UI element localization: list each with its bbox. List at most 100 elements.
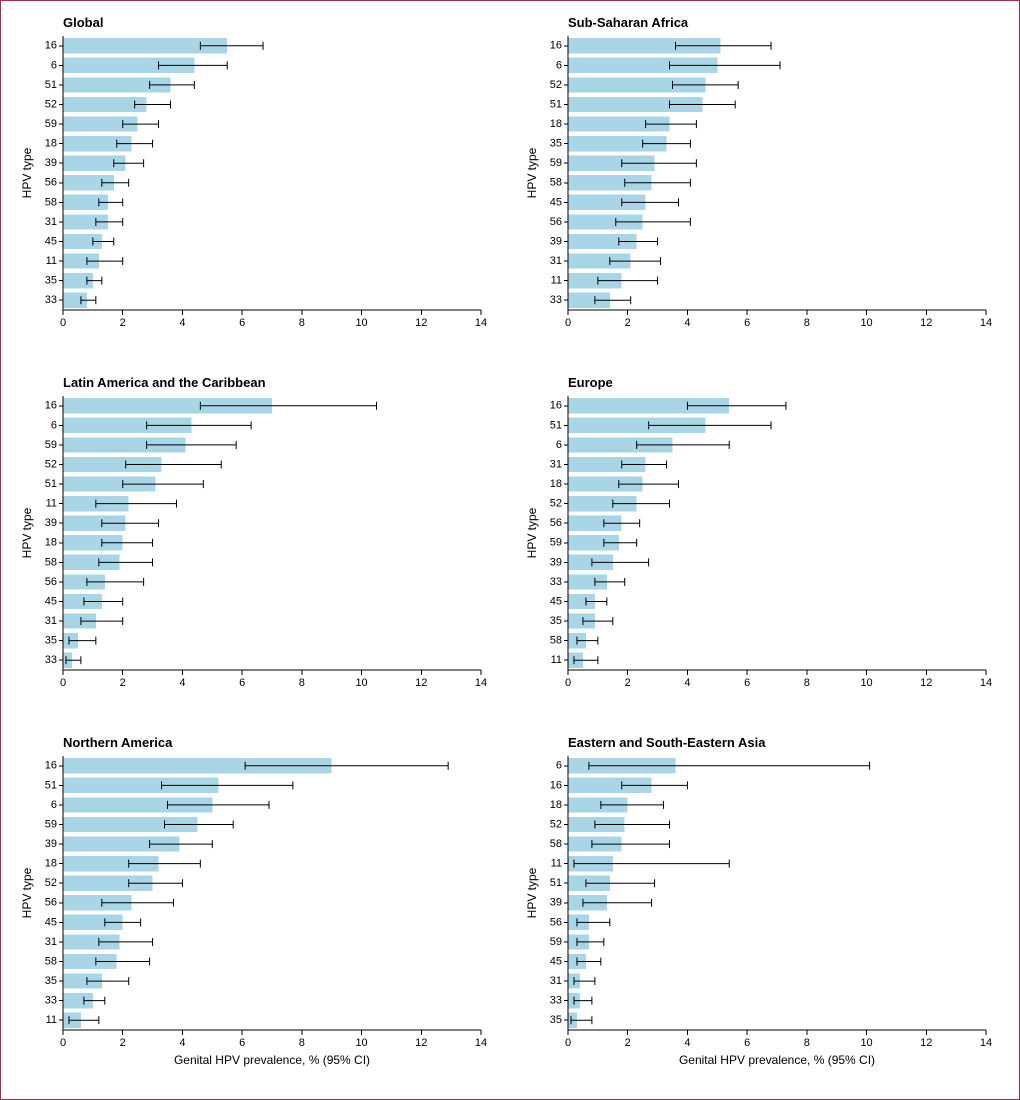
- ytick-label: 35: [45, 275, 57, 287]
- ytick-label: 51: [45, 779, 57, 791]
- xtick-label: 2: [120, 677, 126, 689]
- ytick-label: 51: [45, 478, 57, 490]
- xtick-label: 0: [60, 677, 66, 689]
- ytick-label: 39: [45, 517, 57, 529]
- xtick-label: 4: [684, 677, 690, 689]
- xtick-label: 2: [625, 677, 631, 689]
- xtick-label: 6: [239, 317, 245, 329]
- ytick-label: 31: [550, 975, 562, 987]
- ytick-label: 33: [45, 654, 57, 666]
- panel-svg: 16652511835595845563931113302468101214HP…: [524, 34, 994, 334]
- xtick-label: 10: [860, 677, 872, 689]
- ytick-label: 59: [550, 936, 562, 948]
- ytick-label: 59: [550, 537, 562, 549]
- ytick-label: 31: [45, 615, 57, 627]
- xtick-label: 14: [475, 317, 487, 329]
- xtick-label: 0: [60, 1037, 66, 1049]
- xtick-label: 4: [179, 677, 185, 689]
- xtick-label: 14: [980, 677, 992, 689]
- ytick-label: 56: [45, 897, 57, 909]
- ytick-label: 6: [556, 59, 562, 71]
- panel-global: Global1665152591839565831451135330246810…: [19, 15, 496, 369]
- plot-area: 61618525811513956594531333502468101214HP…: [524, 754, 1001, 1089]
- ytick-label: 56: [550, 216, 562, 228]
- ytick-label: 56: [45, 177, 57, 189]
- ytick-label: 35: [550, 138, 562, 150]
- xtick-label: 8: [299, 1037, 305, 1049]
- xtick-label: 12: [920, 677, 932, 689]
- xtick-label: 6: [744, 317, 750, 329]
- xtick-label: 10: [355, 677, 367, 689]
- ytick-label: 6: [556, 439, 562, 451]
- ylabel: HPV type: [525, 867, 539, 918]
- xtick-label: 14: [475, 1037, 487, 1049]
- xtick-label: 12: [415, 677, 427, 689]
- ytick-label: 39: [550, 897, 562, 909]
- ylabel: HPV type: [525, 507, 539, 558]
- ytick-label: 18: [45, 537, 57, 549]
- ytick-label: 18: [550, 799, 562, 811]
- panel-svg: 16516311852565939334535581102468101214HP…: [524, 394, 994, 694]
- panel-title: Global: [63, 15, 496, 30]
- ytick-label: 45: [45, 235, 57, 247]
- ytick-label: 16: [45, 40, 57, 52]
- xlabel: Genital HPV prevalence, % (95% CI): [679, 1053, 875, 1067]
- ytick-label: 6: [51, 419, 57, 431]
- xtick-label: 10: [355, 1037, 367, 1049]
- panel-ssa: Sub-Saharan Africa1665251183559584556393…: [524, 15, 1001, 369]
- panel-asia: Eastern and South-Eastern Asia6161852581…: [524, 735, 1001, 1089]
- bar: [63, 97, 147, 112]
- ytick-label: 58: [550, 635, 562, 647]
- ytick-label: 56: [550, 517, 562, 529]
- figure-frame: Global1665152591839565831451135330246810…: [0, 0, 1020, 1100]
- ytick-label: 58: [550, 838, 562, 850]
- plot-area: 16659525111391858564531353302468101214HP…: [19, 394, 496, 729]
- xtick-label: 12: [920, 317, 932, 329]
- xtick-label: 8: [299, 317, 305, 329]
- panel-svg: 61618525811513956594531333502468101214HP…: [524, 754, 994, 1072]
- ytick-label: 51: [550, 419, 562, 431]
- panel-title: Sub-Saharan Africa: [568, 15, 1001, 30]
- ytick-label: 35: [550, 1014, 562, 1026]
- ytick-label: 33: [45, 294, 57, 306]
- xtick-label: 2: [120, 317, 126, 329]
- ytick-label: 33: [45, 995, 57, 1007]
- ytick-label: 39: [45, 157, 57, 169]
- xtick-label: 4: [684, 317, 690, 329]
- ytick-label: 58: [45, 556, 57, 568]
- xlabel: Genital HPV prevalence, % (95% CI): [174, 1053, 370, 1067]
- ytick-label: 45: [45, 595, 57, 607]
- ylabel: HPV type: [525, 147, 539, 198]
- panel-title: Northern America: [63, 735, 496, 750]
- ytick-label: 59: [45, 118, 57, 130]
- ytick-label: 16: [550, 779, 562, 791]
- panel-svg: 16659525111391858564531353302468101214HP…: [19, 394, 489, 694]
- ytick-label: 52: [550, 498, 562, 510]
- ytick-label: 51: [550, 877, 562, 889]
- ytick-label: 11: [46, 498, 57, 510]
- ytick-label: 39: [550, 556, 562, 568]
- ytick-label: 45: [550, 595, 562, 607]
- panel-svg: 16516593918525645315835331102468101214HP…: [19, 754, 489, 1072]
- ytick-label: 11: [551, 275, 562, 287]
- xtick-label: 2: [625, 1037, 631, 1049]
- ytick-label: 59: [45, 439, 57, 451]
- xtick-label: 0: [565, 1037, 571, 1049]
- xtick-label: 6: [744, 677, 750, 689]
- xtick-label: 8: [804, 317, 810, 329]
- xtick-label: 2: [120, 1037, 126, 1049]
- ytick-label: 52: [45, 877, 57, 889]
- ytick-label: 58: [45, 955, 57, 967]
- ytick-label: 56: [550, 916, 562, 928]
- ylabel: HPV type: [20, 147, 34, 198]
- ytick-label: 18: [550, 118, 562, 130]
- plot-area: 16516311852565939334535581102468101214HP…: [524, 394, 1001, 729]
- ytick-label: 33: [550, 294, 562, 306]
- ytick-label: 45: [550, 196, 562, 208]
- ytick-label: 31: [550, 255, 562, 267]
- ytick-label: 18: [45, 138, 57, 150]
- xtick-label: 4: [179, 1037, 185, 1049]
- xtick-label: 10: [860, 317, 872, 329]
- xtick-label: 2: [625, 317, 631, 329]
- xtick-label: 4: [179, 317, 185, 329]
